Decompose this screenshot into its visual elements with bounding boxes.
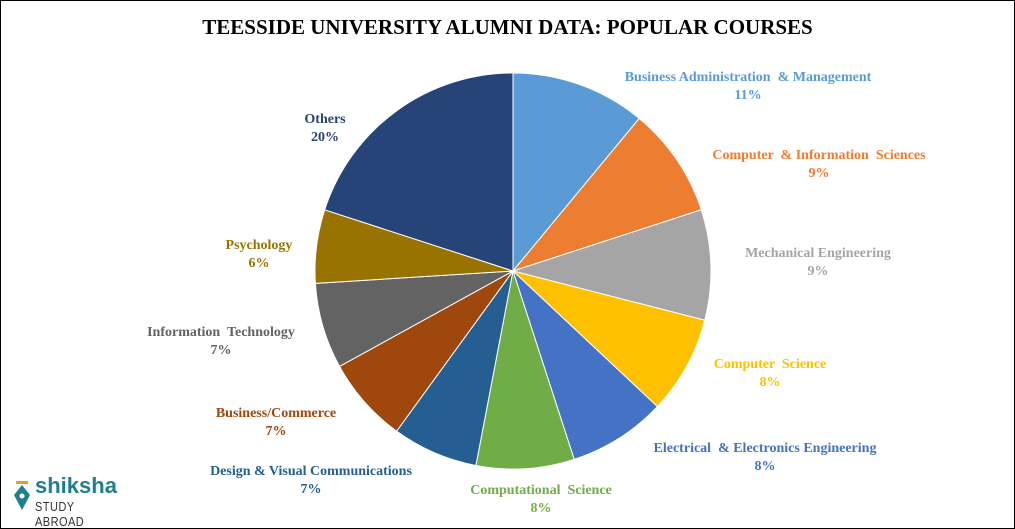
slice-label: Psychology — [226, 238, 293, 253]
pie-slice — [511, 117, 702, 273]
slice-label: Computer Science — [714, 357, 827, 372]
pie-slice — [512, 270, 706, 408]
slice-label: Information Technology — [147, 325, 295, 340]
slice-percent-label: 8% — [755, 459, 776, 474]
chart-title: TEESSIDE UNIVERSITY ALUMNI DATA: POPULAR… — [202, 15, 813, 39]
pie-slice — [475, 270, 575, 470]
pie-slice — [512, 72, 640, 273]
slice-label: Mechanical Engineering — [745, 246, 891, 261]
slice-percent-label: 8% — [531, 501, 552, 516]
slice-percent-label: 9% — [809, 166, 830, 181]
slice-label: Business Administration & Management — [625, 70, 872, 85]
slice-percent-label: 9% — [808, 264, 829, 279]
slice-label: Business/Commerce — [216, 406, 336, 421]
pie-slice — [512, 270, 659, 460]
slice-percent-label: 7% — [301, 482, 322, 497]
slice-percent-label: 7% — [211, 343, 232, 358]
pie-slice — [324, 72, 514, 272]
slice-label: Design & Visual Communications — [210, 464, 412, 479]
slice-percent-label: 11% — [734, 88, 761, 103]
slice-label: Computational Science — [470, 483, 612, 498]
slice-label: Electrical & Electronics Engineering — [654, 441, 877, 456]
slice-label: Computer & Information Sciences — [712, 148, 926, 163]
logo-brand: shiksha — [35, 473, 117, 498]
shiksha-logo: shiksha STUDY ABROAD — [13, 473, 128, 528]
logo-subtitle: STUDY ABROAD — [35, 499, 85, 529]
pie-slice — [511, 209, 712, 321]
pen-nib-icon — [14, 481, 30, 510]
slice-percent-label: 6% — [249, 256, 270, 271]
slice-label: Others — [304, 112, 346, 127]
slice-percent-label: 20% — [311, 130, 339, 145]
slice-percent-label: 8% — [760, 375, 781, 390]
slice-percent-label: 7% — [266, 424, 287, 439]
